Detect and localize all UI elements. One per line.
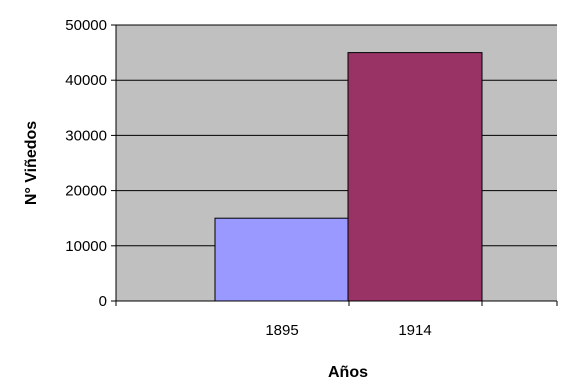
y-tick-label: 20000 bbox=[65, 183, 107, 200]
y-tick-label: 50000 bbox=[65, 17, 107, 34]
y-tick-label: 40000 bbox=[65, 72, 107, 89]
y-tick-label: 30000 bbox=[65, 127, 107, 144]
y-tick-label: 0 bbox=[99, 293, 107, 310]
x-axis-title: Años bbox=[328, 364, 368, 380]
bar-1895 bbox=[214, 217, 350, 302]
gridlines bbox=[116, 24, 557, 247]
x-axis: 1895 1914 bbox=[115, 300, 558, 339]
y-tick-label: 10000 bbox=[65, 238, 107, 255]
bars bbox=[214, 52, 483, 302]
bar-1914 bbox=[347, 52, 483, 302]
y-axis-title: N° Viñedos bbox=[23, 121, 40, 205]
x-tick-label: 1914 bbox=[398, 322, 431, 339]
y-axis: 0 10000 20000 30000 40000 50000 bbox=[65, 17, 117, 310]
x-tick-label: 1895 bbox=[265, 322, 298, 339]
